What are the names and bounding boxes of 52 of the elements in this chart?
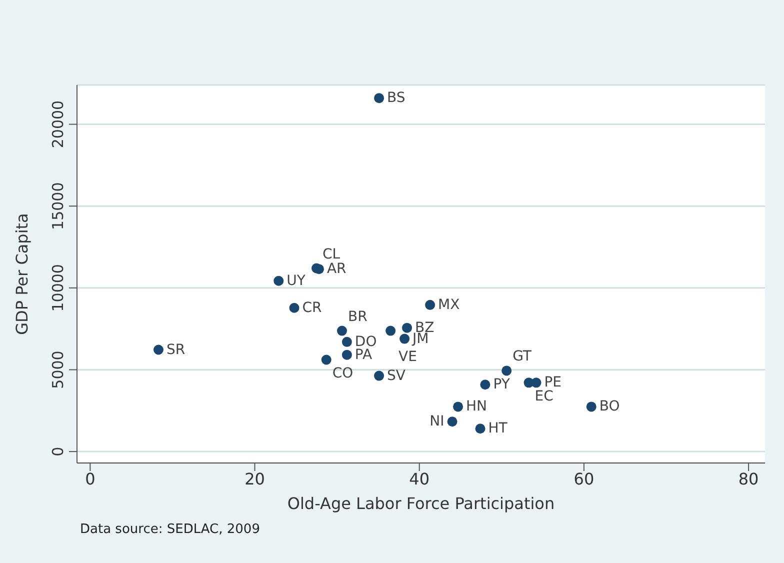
annotation: VE: [398, 348, 417, 365]
point: [153, 344, 164, 355]
point: [531, 378, 542, 388]
annotation: CL: [322, 246, 340, 262]
x-tick-label: 40: [409, 469, 430, 488]
point: [425, 300, 436, 310]
annotation: AR: [326, 261, 347, 278]
point: [453, 402, 464, 412]
point: [336, 326, 347, 336]
annotation: PY: [493, 376, 510, 393]
point: [289, 302, 300, 313]
y-tick-label: 15000: [49, 182, 67, 230]
point: [374, 93, 384, 104]
y-tick-label: 20000: [49, 100, 67, 148]
x-tick-label: 20: [244, 469, 265, 488]
annotation: BR: [348, 308, 368, 325]
point: [402, 322, 412, 333]
y-axis-title: GDP Per Capita: [12, 213, 32, 335]
annotation: SV: [387, 368, 406, 384]
annotation: SR: [166, 342, 186, 358]
x-tick-label: 80: [738, 469, 759, 488]
point: [480, 380, 490, 390]
annotation: CO: [332, 366, 354, 382]
point: [342, 350, 352, 360]
annotation: HT: [488, 420, 508, 437]
point: [447, 416, 458, 427]
x-tick-label: 0: [85, 469, 96, 488]
point: [321, 354, 332, 365]
annotation: UY: [286, 272, 306, 289]
annotation: EC: [534, 388, 554, 405]
annotation: GT: [512, 348, 532, 365]
annotation: HN: [466, 398, 488, 415]
point: [374, 370, 384, 381]
point: [386, 326, 396, 336]
y-tick-label: 0: [49, 446, 67, 456]
annotation: MX: [438, 296, 460, 313]
annotation: CR: [302, 300, 322, 316]
annotation: NI: [430, 414, 444, 430]
point: [586, 402, 596, 412]
y-tick-label: 5000: [49, 350, 67, 389]
point: [502, 366, 512, 376]
point: [400, 334, 410, 344]
source-note: Data source: SEDLAC, 2009: [80, 522, 260, 537]
x-tick-label: 60: [574, 469, 594, 488]
point: [342, 336, 352, 347]
annotation: PE: [544, 374, 562, 391]
point: [475, 424, 486, 434]
x-axis-title: Old-Age Labor Force Participation: [287, 494, 555, 513]
point: [274, 276, 284, 286]
y-tick-label: 10000: [49, 264, 67, 312]
annotation: BO: [599, 398, 620, 415]
annotation: BS: [387, 90, 406, 106]
